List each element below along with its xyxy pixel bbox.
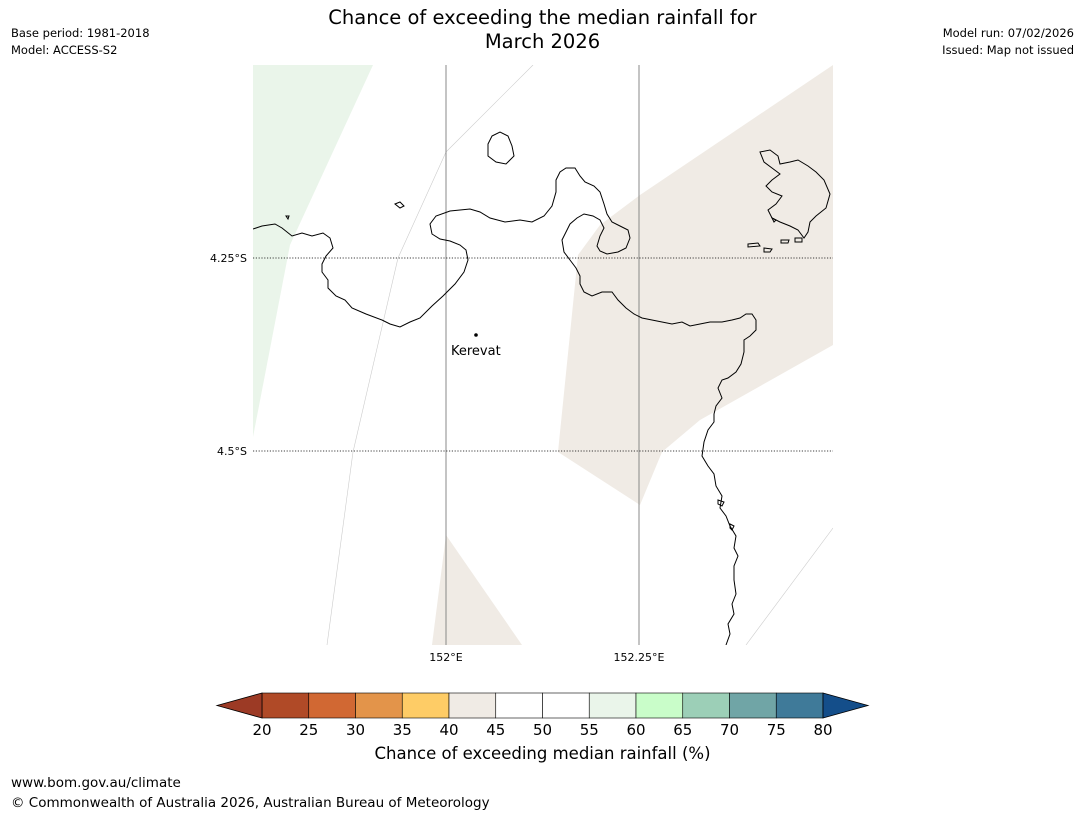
colorbar-low-extend [215,692,263,719]
coastline-islet-ne-2 [763,247,773,253]
colorbar-tick-label: 30 [346,721,365,739]
issued-text: Issued: Map not issued [942,43,1074,57]
colorbar-cell [682,692,730,719]
footer-url[interactable]: www.bom.gov.au/climate [11,775,181,791]
colorbar-tick-label: 35 [393,721,412,739]
colorbar-tick-label: 75 [767,721,786,739]
coastline-islet-west [394,201,405,209]
region-40-45-percent-east [558,65,833,505]
model-run-text: Model run: 07/02/2026 [942,26,1074,40]
colorbar-tick-label: 65 [673,721,692,739]
colorbar-cell [635,692,684,719]
lat-label-4-5S: 4.5°S [217,445,247,458]
colorbar-tick-labels: 20 25 30 35 40 45 50 55 60 65 70 75 80 [252,721,832,739]
region-boundary-line [745,527,833,645]
title-line-1: Chance of exceeding the median rainfall … [328,6,757,29]
footer-copyright: © Commonwealth of Australia 2026, Austra… [11,795,490,811]
region-boundary-line [445,65,534,153]
coastline-islet-ne-5 [770,216,777,223]
map-title: Chance of exceeding the median rainfall … [0,6,1085,54]
colorbar-cell [308,692,356,719]
lat-label-4-25S: 4.25°S [210,252,247,265]
colorbar-tick-label: 80 [813,721,832,739]
colorbar-tick-label: 50 [533,721,552,739]
region-boundary-line [326,151,447,645]
colorbar-cell [401,692,450,719]
kerevat-marker [474,333,478,337]
colorbar-tick-label: 40 [439,721,458,739]
colorbar-high-extend [822,692,870,719]
colorbar-tick-label: 45 [486,721,505,739]
map-plot-area [253,65,833,645]
header-right-meta: Model run: 07/02/2026 Issued: Map not is… [942,25,1074,59]
colorbar-cells [261,692,824,719]
lon-label-152E: 152°E [429,651,462,664]
coastline-main [253,167,757,645]
colorbar-cell [775,692,824,719]
colorbar-tick-label: 55 [580,721,599,739]
title-line-2: March 2026 [484,30,601,53]
region-55-60-percent [253,65,373,437]
colorbar: 20 25 30 35 40 45 50 55 60 65 70 75 80 [215,692,870,739]
colorbar-cell [448,692,497,719]
lon-label-152-25E: 152.25°E [614,651,665,664]
colorbar-cell [355,692,403,719]
colorbar-tick-label: 70 [720,721,739,739]
colorbar-tick-label: 25 [299,721,318,739]
coastline-islet-se-2 [729,523,735,531]
coastline-islet-ne-4 [794,237,803,243]
colorbar-cell [542,692,590,719]
rainfall-map: Kerevat 4.25°S 4.5°S 152°E 152.25°E [210,65,833,664]
colorbar-cell [588,692,637,719]
colorbar-tick-label: 60 [626,721,645,739]
header-left-meta: Base period: 1981-2018 Model: ACCESS-S2 [11,25,150,59]
coastline-island-north [487,131,515,165]
model-text: Model: ACCESS-S2 [11,43,118,57]
colorbar-cell [261,692,310,719]
coastline-islet-ne-1 [747,242,761,248]
colorbar-tick-label: 20 [252,721,271,739]
coastline [253,131,831,645]
colorbar-cell [495,692,543,719]
coastline-islet-tiny [285,215,290,221]
coastline-islet-ne-3 [780,239,790,244]
colorbar-cell [729,692,777,719]
kerevat-label: Kerevat [451,344,501,359]
coastline-island-northeast [759,149,831,239]
base-period-text: Base period: 1981-2018 [11,26,150,40]
colorbar-label: Chance of exceeding median rainfall (%) [374,744,711,763]
region-40-45-percent-south [432,535,522,645]
coastline-islet-se-1 [717,499,725,507]
